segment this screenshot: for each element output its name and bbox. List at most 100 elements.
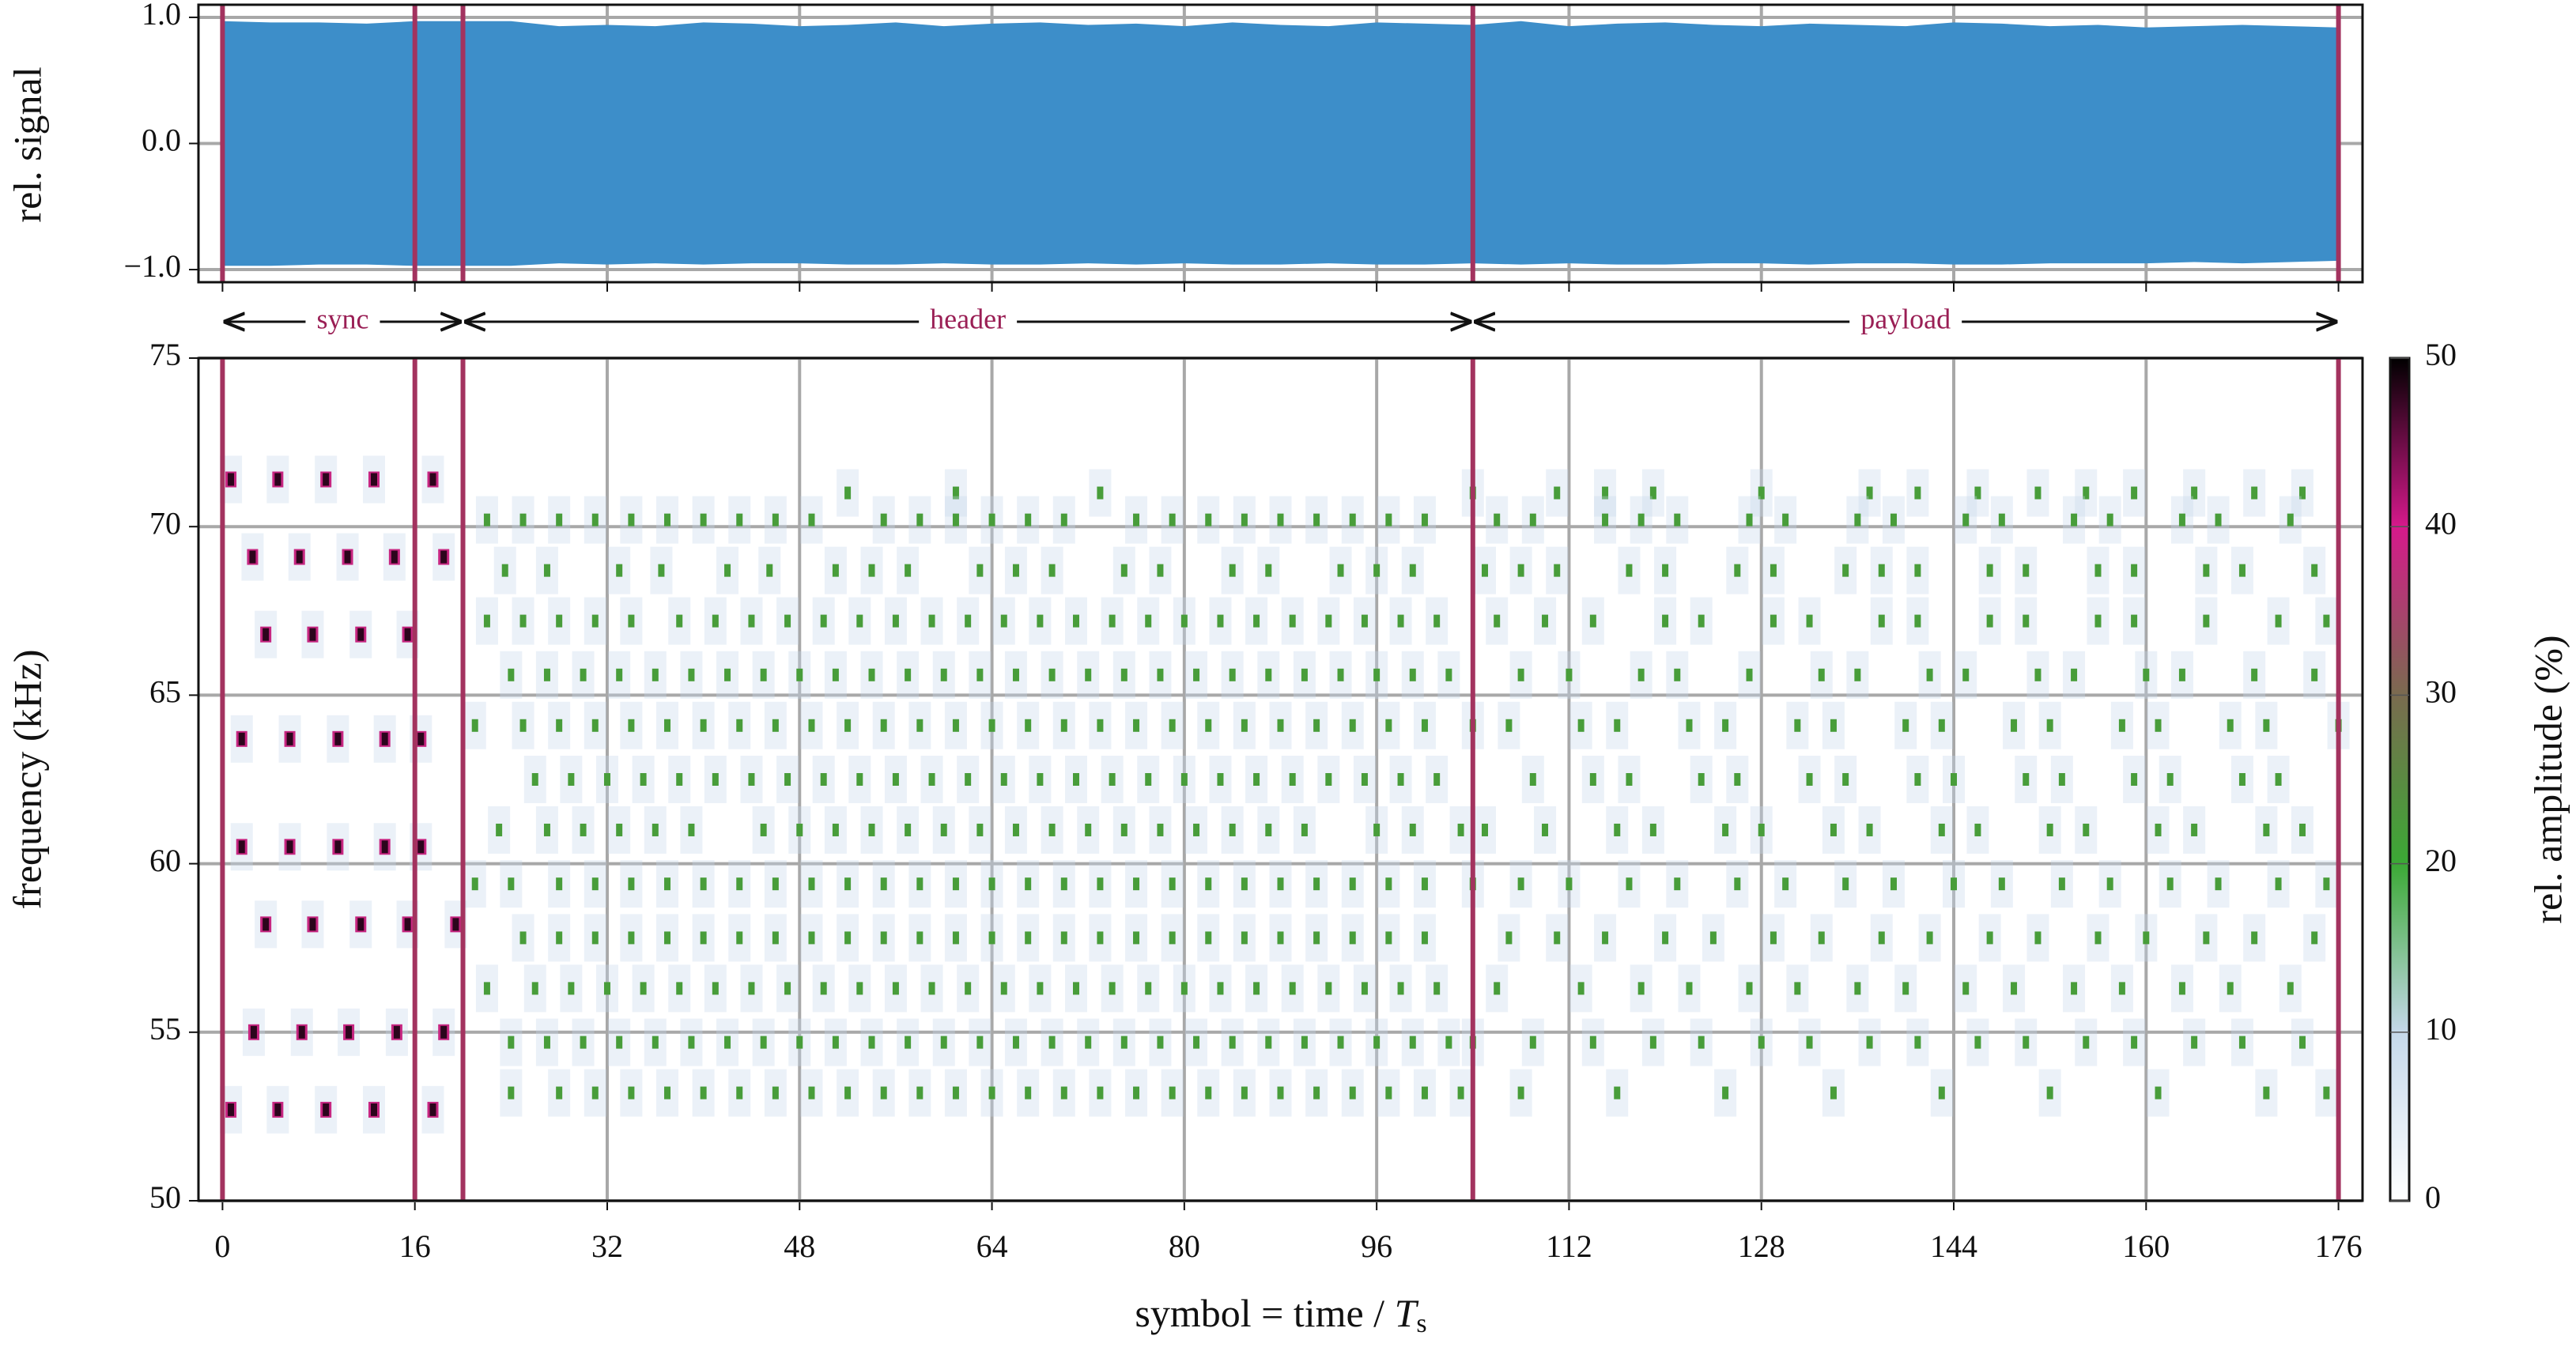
colorbar-tick-label: 50 xyxy=(2425,337,2457,372)
tone-mark xyxy=(2143,931,2150,945)
region-label: sync xyxy=(316,303,368,334)
tone-mark xyxy=(1577,719,1585,732)
tone-mark xyxy=(1169,719,1176,732)
tone-mark xyxy=(344,550,351,564)
tone-mark xyxy=(796,668,803,681)
tone-mark xyxy=(1193,668,1200,681)
tone-mark xyxy=(371,473,378,486)
tone-mark xyxy=(1169,513,1176,526)
tone-mark xyxy=(1938,823,1945,836)
tone-mark xyxy=(628,1086,635,1100)
tone-mark xyxy=(1818,668,1825,681)
tone-mark xyxy=(263,918,270,931)
tone-mark xyxy=(2131,564,2138,577)
tone-mark xyxy=(2131,486,2138,500)
colorbar-tick-label: 0 xyxy=(2425,1179,2441,1215)
tone-mark xyxy=(568,773,575,786)
tone-mark xyxy=(916,877,924,891)
tone-mark xyxy=(1770,931,1777,945)
tone-mark xyxy=(664,877,671,891)
tone-mark xyxy=(309,628,316,641)
tone-mark xyxy=(1734,773,1741,786)
tone-mark xyxy=(976,1036,984,1049)
tone-mark xyxy=(274,473,281,486)
tone-mark xyxy=(952,513,959,526)
tone-mark xyxy=(1025,719,1032,732)
tone-mark xyxy=(1794,719,1801,732)
tone-mark xyxy=(1722,823,1729,836)
tone-mark xyxy=(334,840,342,854)
tone-mark xyxy=(628,614,635,628)
tone-mark xyxy=(1409,668,1416,681)
tone-mark xyxy=(1361,773,1368,786)
tone-mark xyxy=(1494,982,1501,995)
tone-mark xyxy=(1145,982,1152,995)
tone-mark xyxy=(1974,486,1981,500)
tone-mark xyxy=(1854,513,1861,526)
tone-mark xyxy=(543,564,550,577)
tone-mark xyxy=(228,473,235,486)
tone-mark xyxy=(519,719,527,732)
tone-mark xyxy=(952,486,959,500)
tone-mark xyxy=(274,1103,281,1116)
tone-mark xyxy=(1517,668,1524,681)
tone-mark xyxy=(808,877,815,891)
tone-mark xyxy=(2191,1036,2198,1049)
tone-mark xyxy=(1277,513,1284,526)
tone-mark xyxy=(905,1036,912,1049)
tone-mark xyxy=(1542,614,1549,628)
tone-mark xyxy=(1157,668,1164,681)
tone-mark xyxy=(664,931,671,945)
tone-mark xyxy=(868,1036,875,1049)
tone-mark xyxy=(2106,513,2113,526)
tone-mark xyxy=(748,773,755,786)
tone-mark xyxy=(1517,877,1524,891)
tone-mark xyxy=(1830,1086,1837,1100)
tone-mark xyxy=(2251,486,2258,500)
tone-mark xyxy=(556,513,563,526)
tone-mark xyxy=(1025,877,1032,891)
tone-mark xyxy=(1517,1086,1524,1100)
tone-mark xyxy=(2238,564,2246,577)
tone-mark xyxy=(309,918,316,931)
tone-mark xyxy=(1421,1086,1428,1100)
tone-mark xyxy=(1060,513,1067,526)
tone-mark xyxy=(1758,486,1765,500)
tone-mark xyxy=(1048,823,1056,836)
x-tick-label: 160 xyxy=(2122,1228,2170,1264)
tone-mark xyxy=(2131,773,2138,786)
tone-mark xyxy=(1602,486,1609,500)
colorbar-tick-label: 20 xyxy=(2425,843,2457,878)
tone-mark xyxy=(808,1086,815,1100)
tone-mark xyxy=(2191,823,2198,836)
tone-mark xyxy=(1289,773,1296,786)
tone-mark xyxy=(965,614,972,628)
tone-mark xyxy=(381,732,388,745)
tone-mark xyxy=(1758,1036,1765,1049)
tone-mark xyxy=(1037,614,1044,628)
y-tick-label: 55 xyxy=(149,1011,181,1047)
tone-mark xyxy=(417,732,425,745)
tone-mark xyxy=(1253,614,1260,628)
y-tick-label: 75 xyxy=(149,337,181,372)
tone-mark xyxy=(2058,773,2065,786)
tone-mark xyxy=(784,982,791,995)
tone-mark xyxy=(2203,614,2210,628)
tone-mark xyxy=(1325,614,1332,628)
tone-mark xyxy=(483,614,490,628)
tone-mark xyxy=(1758,823,1765,836)
tone-mark xyxy=(1662,614,1669,628)
tone-mark xyxy=(1097,719,1104,732)
region-label: header xyxy=(930,303,1006,334)
tone-mark xyxy=(1060,719,1067,732)
tone-mark xyxy=(736,877,743,891)
x-tick-label: 96 xyxy=(1361,1228,1392,1264)
tone-mark xyxy=(1313,931,1320,945)
tone-mark xyxy=(1180,614,1188,628)
tone-mark xyxy=(628,513,635,526)
tone-mark xyxy=(772,931,779,945)
tone-mark xyxy=(1445,1036,1452,1049)
tone-mark xyxy=(905,823,912,836)
tone-mark xyxy=(1241,931,1248,945)
tone-mark xyxy=(724,1036,731,1049)
